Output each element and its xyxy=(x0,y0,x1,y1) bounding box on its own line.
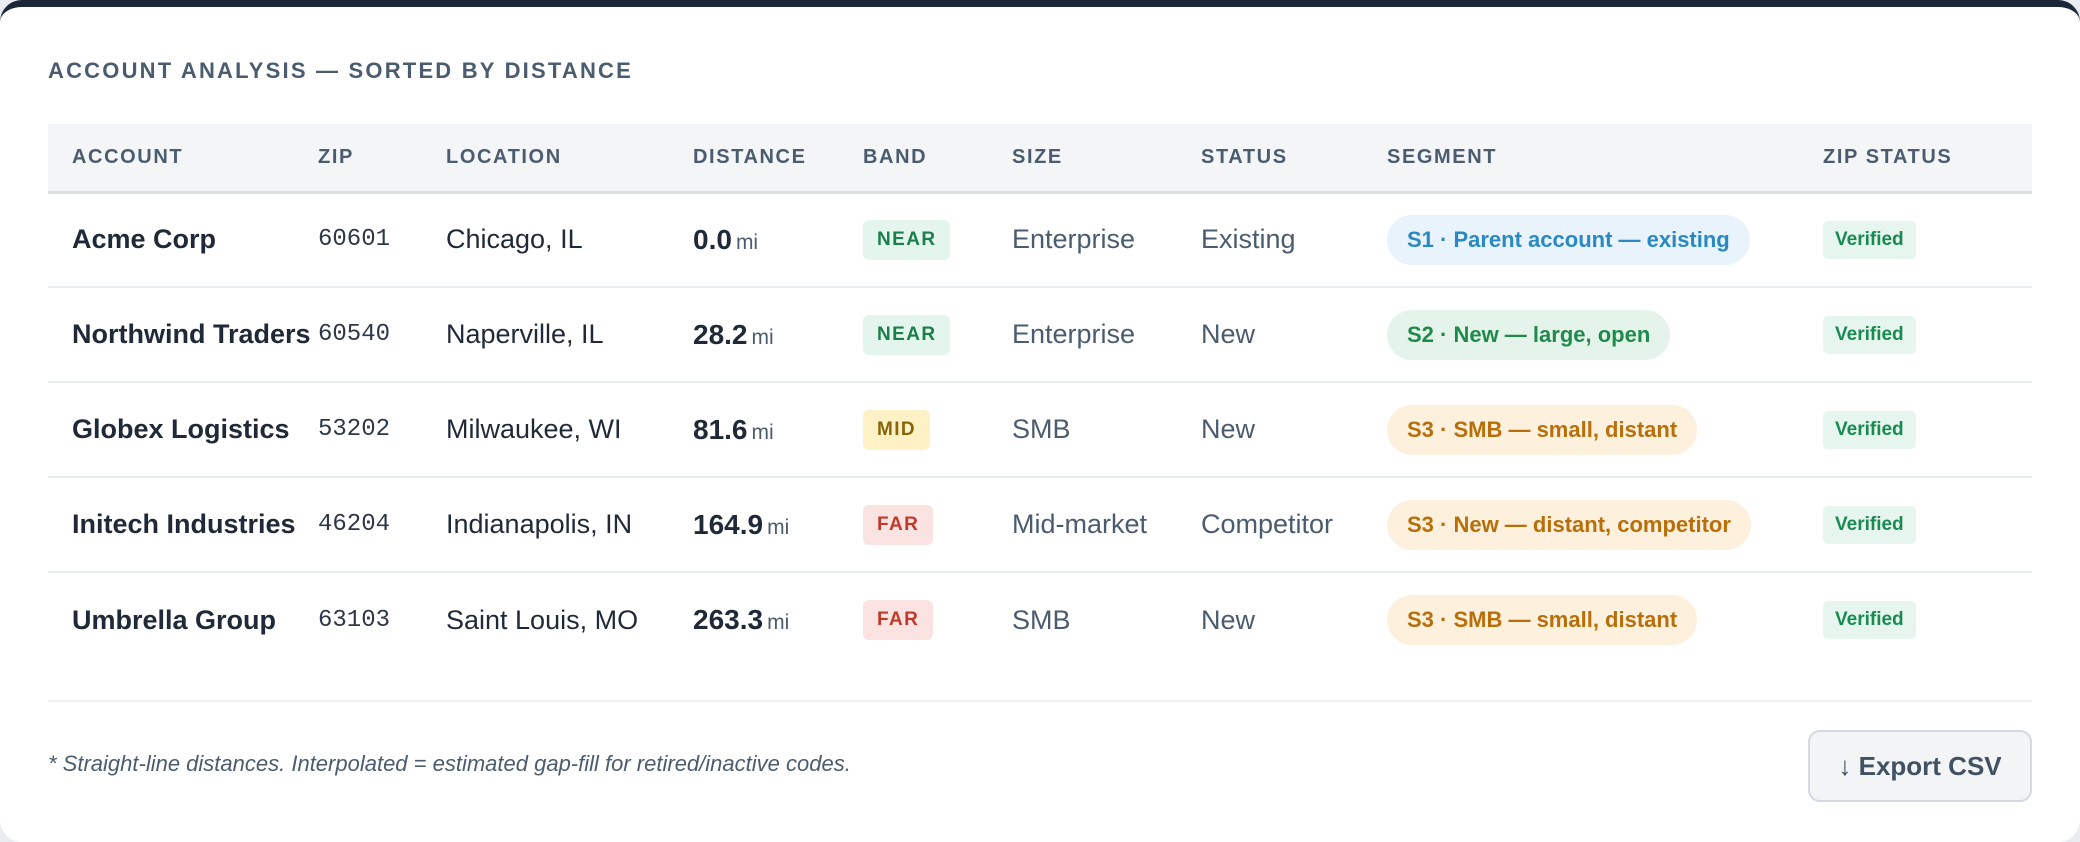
distance-cell: 81.6 mi xyxy=(669,382,839,478)
band-cell: NEAR xyxy=(839,192,988,288)
column-header-account[interactable]: ACCOUNT xyxy=(48,124,294,194)
status: New xyxy=(1177,382,1363,478)
band-cell: FAR xyxy=(839,477,988,573)
table-row[interactable]: Northwind Traders 60540 Naperville, IL 2… xyxy=(48,287,2032,383)
account-name: Northwind Traders xyxy=(48,287,311,383)
zip-status-cell: Verified xyxy=(1799,192,2032,288)
account-name: Umbrella Group xyxy=(72,604,277,635)
size: SMB xyxy=(1012,604,1071,635)
account-name: Initech Industries xyxy=(48,477,296,573)
column-header-band[interactable]: BAND xyxy=(839,124,988,194)
distance-cell: 28.2 mi xyxy=(669,287,839,383)
column-header-zip[interactable]: ZIP xyxy=(294,124,422,194)
table-row[interactable]: Acme Corp 60601 Chicago, IL 0.0 mi NEAR E… xyxy=(48,192,2032,288)
segment-badge: S3 · New — distant, competitor xyxy=(1387,499,1751,550)
segment-badge: S3 · SMB — small, distant xyxy=(1387,404,1698,455)
zip-status-badge: Verified xyxy=(1823,220,1916,259)
panel-title: ACCOUNT ANALYSIS — SORTED BY DISTANCE xyxy=(48,58,634,83)
size: Enterprise xyxy=(988,192,1177,288)
location: Milwaukee, WI xyxy=(422,382,669,478)
table-header-row: ACCOUNT ZIP LOCATION DISTANCE BAND SIZE … xyxy=(48,124,2032,194)
distance-cell: 263.3 mi xyxy=(669,572,839,667)
segment-badge: S1 · Parent account — existing xyxy=(1387,214,1750,265)
distance-value: 0.0 xyxy=(693,223,732,255)
distance-unit: mi xyxy=(751,420,774,444)
account-name: Globex Logistics xyxy=(48,382,294,478)
table-row[interactable]: Initech Industries 46204 Indianapolis, I… xyxy=(48,477,2032,573)
distance-unit: mi xyxy=(767,611,790,634)
zip-status-badge: Verified xyxy=(1823,315,1916,354)
accounts-table: ACCOUNT ZIP LOCATION DISTANCE BAND SIZE … xyxy=(48,124,2032,667)
column-header-distance[interactable]: DISTANCE xyxy=(669,124,839,194)
zip-status-badge: Verified xyxy=(1823,601,1916,639)
status: New xyxy=(1177,287,1363,383)
segment-cell: S3 · SMB — small, distant xyxy=(1363,382,1799,478)
size: Enterprise xyxy=(988,287,1177,383)
segment-cell: S2 · New — large, open xyxy=(1363,287,1799,383)
band-cell: MID xyxy=(839,382,988,478)
status: Existing xyxy=(1177,192,1363,288)
band-badge: NEAR xyxy=(863,219,951,260)
status: New xyxy=(1201,604,1256,635)
zip-code: 46204 xyxy=(294,477,422,573)
table-row[interactable]: Umbrella Group 63103 Saint Louis, MO 263… xyxy=(48,572,2032,667)
zip-status-badge: Verified xyxy=(1823,505,1916,544)
distance-unit: mi xyxy=(751,325,774,349)
band-cell: FAR xyxy=(839,572,988,667)
footnote: * Straight-line distances. Interpolated … xyxy=(48,751,851,776)
column-header-size[interactable]: SIZE xyxy=(988,124,1177,194)
column-header-zip-status[interactable]: ZIP STATUS xyxy=(1799,124,2032,194)
distance-value: 263.3 xyxy=(693,604,764,635)
column-header-status[interactable]: STATUS xyxy=(1177,124,1363,194)
segment-cell: S3 · SMB — small, distant xyxy=(1363,572,1799,667)
zip-code: 60601 xyxy=(294,192,422,288)
zip-code: 60540 xyxy=(294,287,422,383)
zip-status-cell: Verified xyxy=(1799,382,2032,478)
footer-divider xyxy=(48,700,2032,702)
zip-code: 63103 xyxy=(318,606,391,634)
size: SMB xyxy=(988,382,1177,478)
band-cell: NEAR xyxy=(839,287,988,383)
distance-value: 164.9 xyxy=(693,508,764,540)
location: Indianapolis, IN xyxy=(422,477,669,573)
account-name: Acme Corp xyxy=(48,192,294,288)
size: Mid-market xyxy=(988,477,1177,573)
segment-cell: S3 · New — distant, competitor xyxy=(1363,477,1799,573)
distance-value: 81.6 xyxy=(693,413,748,445)
zip-code: 53202 xyxy=(294,382,422,478)
zip-status-cell: Verified xyxy=(1799,287,2032,383)
column-header-segment[interactable]: SEGMENT xyxy=(1363,124,1799,194)
distance-unit: mi xyxy=(767,515,790,539)
zip-status-badge: Verified xyxy=(1823,410,1916,449)
band-badge: FAR xyxy=(863,504,934,545)
zip-status-cell: Verified xyxy=(1799,572,2032,667)
location: Chicago, IL xyxy=(422,192,669,288)
band-badge: NEAR xyxy=(863,314,951,355)
location: Naperville, IL xyxy=(422,287,669,383)
segment-cell: S1 · Parent account — existing xyxy=(1363,192,1799,288)
status: Competitor xyxy=(1177,477,1363,573)
distance-cell: 0.0 mi xyxy=(669,192,839,288)
distance-cell: 164.9 mi xyxy=(669,477,839,573)
segment-badge: S2 · New — large, open xyxy=(1387,309,1671,360)
location: Saint Louis, MO xyxy=(446,604,639,635)
distance-unit: mi xyxy=(735,230,759,254)
band-badge: FAR xyxy=(863,600,934,640)
table-row[interactable]: Globex Logistics 53202 Milwaukee, WI 81.… xyxy=(48,382,2032,478)
segment-badge: S3 · SMB — small, distant xyxy=(1387,595,1698,645)
zip-status-cell: Verified xyxy=(1799,477,2032,573)
export-csv-button[interactable]: ↓ Export CSV xyxy=(1808,730,2032,802)
distance-value: 28.2 xyxy=(693,318,748,350)
column-header-location[interactable]: LOCATION xyxy=(422,124,669,194)
band-badge: MID xyxy=(863,409,931,450)
